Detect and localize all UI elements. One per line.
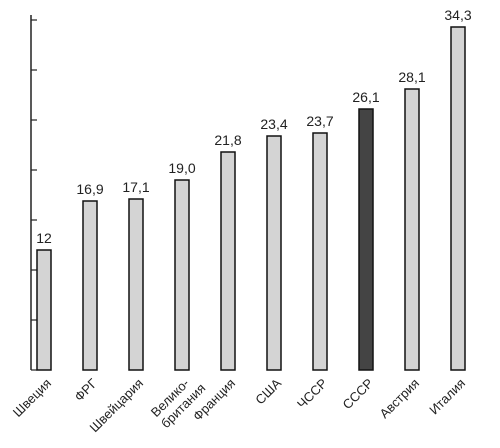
bar — [174, 179, 190, 371]
bar — [36, 249, 52, 371]
x-tick-label: СССР — [339, 376, 376, 413]
value-label: 34,3 — [444, 7, 471, 23]
bar — [220, 151, 236, 371]
bar — [82, 200, 98, 371]
x-tick-label: США — [252, 375, 284, 407]
value-label: 21,8 — [214, 132, 241, 148]
x-tick-label: Италия — [426, 376, 468, 418]
bar — [128, 198, 144, 371]
x-tick-label: ЧССР — [294, 376, 330, 412]
value-label: 12 — [36, 230, 52, 246]
value-label: 28,1 — [398, 69, 425, 85]
value-label: 23,4 — [260, 116, 287, 132]
value-label: 19,0 — [168, 160, 195, 176]
bar — [312, 132, 328, 371]
x-tick-label: ФРГ — [71, 376, 100, 405]
x-tick-label: Швеция — [10, 376, 54, 420]
x-tick-label: Австрия — [377, 376, 423, 422]
value-label: 26,1 — [352, 89, 379, 105]
value-label: 23,7 — [306, 113, 333, 129]
bar — [266, 135, 282, 371]
value-label: 17,1 — [122, 179, 149, 195]
bar — [450, 26, 466, 371]
value-label: 16,9 — [76, 181, 103, 197]
bar — [358, 108, 374, 371]
bar — [404, 88, 420, 371]
